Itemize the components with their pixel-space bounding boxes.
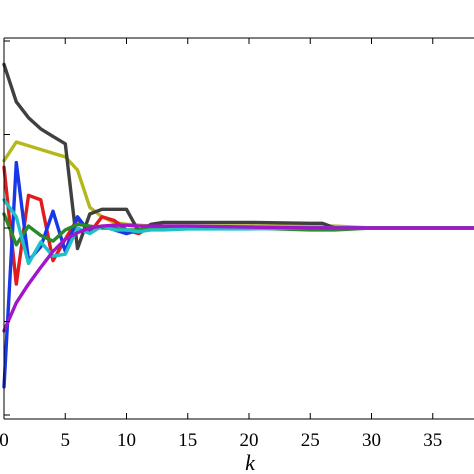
- x-tick-label: 20: [240, 430, 259, 451]
- series-layer: [2, 62, 474, 389]
- x-tick-label: 10: [117, 430, 136, 451]
- series-line-7: [2, 223, 474, 333]
- x-tick-label: 25: [301, 430, 320, 451]
- x-tick-label: 0: [0, 430, 9, 451]
- x-axis-label: k: [245, 450, 256, 474]
- axes-layer: 0 5 10 15 20 25 30 35: [0, 37, 474, 451]
- x-tick-label: 35: [423, 430, 442, 451]
- x-tick-label: 30: [362, 430, 381, 451]
- x-tick-label: 15: [178, 430, 197, 451]
- x-tick-label: 5: [61, 430, 71, 451]
- series-line-2: [2, 62, 474, 251]
